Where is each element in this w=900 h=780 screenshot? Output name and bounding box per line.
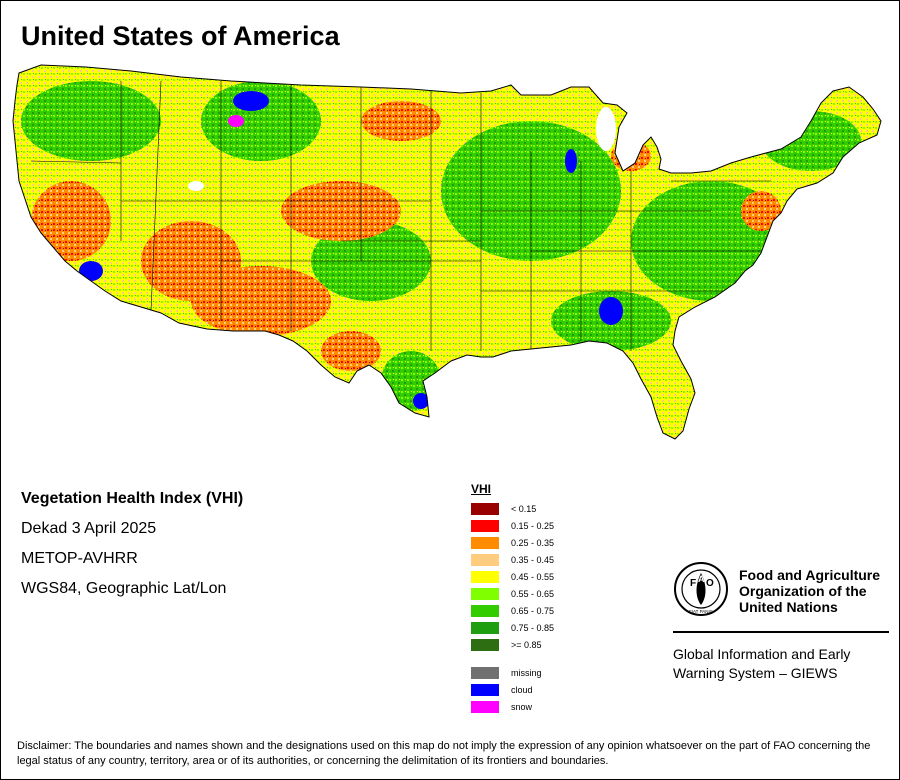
index-name: Vegetation Health Index (VHI) xyxy=(21,490,244,507)
legend-class-row: 0.65 - 0.75 xyxy=(471,602,554,619)
legend-swatch xyxy=(471,587,499,600)
legend-swatch xyxy=(471,666,499,679)
emblem-letter-o: O xyxy=(706,578,714,589)
legend-class-row: 0.55 - 0.65 xyxy=(471,585,554,602)
legend-swatch xyxy=(471,621,499,634)
emblem-letter-a: A xyxy=(698,574,705,584)
legend-swatch xyxy=(471,519,499,532)
legend-swatch xyxy=(471,536,499,549)
legend-special-row: missing xyxy=(471,664,554,681)
legend-class-row: 0.25 - 0.35 xyxy=(471,534,554,551)
legend-label: < 0.15 xyxy=(511,503,537,514)
legend-swatch xyxy=(471,570,499,583)
legend-swatch xyxy=(471,700,499,713)
vhi-map xyxy=(12,64,882,440)
legend-label: missing xyxy=(511,667,542,678)
legend-swatch xyxy=(471,683,499,696)
fao-name: Food and Agriculture Organization of the… xyxy=(739,567,881,615)
legend-label: 0.55 - 0.65 xyxy=(511,588,555,599)
legend-label: 0.65 - 0.75 xyxy=(511,605,555,616)
map-info: Vegetation Health Index (VHI) Dekad 3 Ap… xyxy=(21,488,243,608)
legend-title: VHI xyxy=(471,482,492,496)
legend-class-row: 0.45 - 0.55 xyxy=(471,568,554,585)
vhi-legend: VHI < 0.15 0.15 - 0.25 0.25 - 0.35 0.35 - 0… xyxy=(471,482,554,715)
legend-label: 0.15 - 0.25 xyxy=(511,520,555,531)
legend-label: cloud xyxy=(511,684,533,695)
projection: WGS84, Geographic Lat/Lon xyxy=(21,580,227,597)
legend-class-row: >= 0.85 xyxy=(471,636,554,653)
legend-swatch xyxy=(471,553,499,566)
map-title: United States of America xyxy=(21,21,340,51)
legend-label: >= 0.85 xyxy=(511,639,542,650)
legend-swatch xyxy=(471,638,499,651)
legend-class-row: < 0.15 xyxy=(471,500,554,517)
legend-class-row: 0.75 - 0.85 xyxy=(471,619,554,636)
legend-label: snow xyxy=(511,701,533,712)
giews-name: Global Information and Early Warning Sys… xyxy=(673,646,851,681)
legend-label: 0.45 - 0.55 xyxy=(511,571,555,582)
legend-class-row: 0.35 - 0.45 xyxy=(471,551,554,568)
emblem-letter-f: F xyxy=(690,578,696,589)
sensor: METOP-AVHRR xyxy=(21,550,138,567)
legend-special-row: snow xyxy=(471,698,554,715)
legend-label: 0.75 - 0.85 xyxy=(511,622,555,633)
legend-swatch xyxy=(471,502,499,515)
legend-label: 0.25 - 0.35 xyxy=(511,537,555,548)
legend-class-row: 0.15 - 0.25 xyxy=(471,517,554,534)
legend-swatch xyxy=(471,604,499,617)
legend-label: 0.35 - 0.45 xyxy=(511,554,555,565)
legend-special-row: cloud xyxy=(471,681,554,698)
emblem-motto: FIAT PANIS xyxy=(689,609,713,614)
fao-emblem-icon: F A O FIAT PANIS xyxy=(674,562,728,616)
fao-divider xyxy=(673,631,889,633)
disclaimer: Disclaimer: The boundaries and names sho… xyxy=(17,740,871,767)
period: Dekad 3 April 2025 xyxy=(21,520,157,537)
